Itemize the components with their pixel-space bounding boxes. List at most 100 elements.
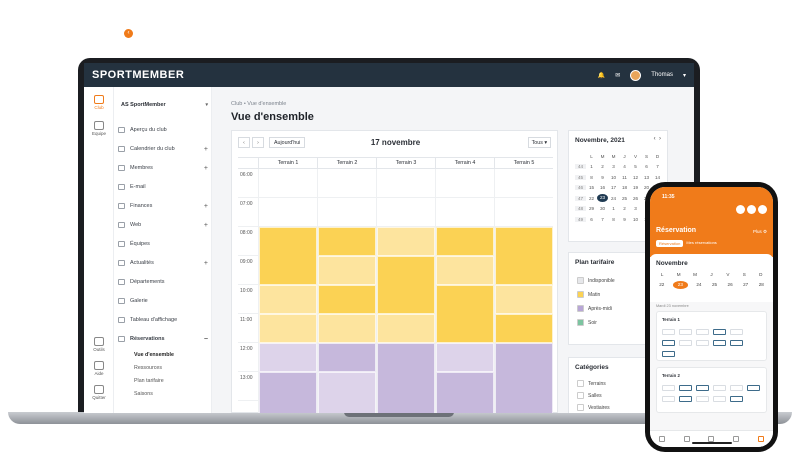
user-name[interactable]: Thomas <box>651 72 673 78</box>
chevron-down-icon[interactable]: ▾ <box>682 72 686 79</box>
day-cell[interactable]: 19 <box>632 185 639 191</box>
checkbox[interactable] <box>577 305 584 312</box>
sidebar-item-news[interactable]: Actualités + <box>118 257 208 269</box>
day-cell[interactable]: 12 <box>632 174 639 180</box>
day-cell[interactable]: 8 <box>590 174 593 180</box>
day-cell-selected[interactable]: 23 <box>672 281 689 289</box>
time-slot[interactable] <box>679 396 692 402</box>
menu-icon[interactable] <box>757 436 764 442</box>
plus-icon[interactable]: + <box>203 164 208 172</box>
time-slot[interactable] <box>662 340 675 346</box>
day-cell[interactable]: 22 <box>659 282 665 287</box>
time-slot[interactable] <box>679 340 692 346</box>
booking-slot[interactable] <box>377 227 435 256</box>
collapse-sidebar-button[interactable]: ‹ <box>124 29 133 38</box>
rail-item-help[interactable]: Aide <box>84 361 114 376</box>
category-item[interactable]: Terrains <box>577 380 606 387</box>
day-cell[interactable]: 27 <box>743 282 749 287</box>
court-filter-select[interactable]: Tous ▾ <box>527 137 551 148</box>
rail-item-tools[interactable]: Outils <box>84 337 114 352</box>
time-slot[interactable] <box>679 385 692 391</box>
rail-item-club[interactable]: Club <box>84 95 114 110</box>
day-cell[interactable]: 13 <box>643 174 650 180</box>
day-cell[interactable]: 9 <box>601 174 604 180</box>
day-cell[interactable]: 25 <box>621 195 628 201</box>
chat-icon[interactable] <box>733 436 740 442</box>
sidebar-sub-resources[interactable]: Ressources <box>134 365 162 371</box>
sidebar-item-overview[interactable]: Aperçu du club <box>118 124 208 136</box>
time-slot[interactable] <box>713 385 726 391</box>
phone-more-button[interactable]: Plus ⚙ <box>752 229 767 234</box>
home-icon[interactable] <box>659 436 666 442</box>
today-button[interactable]: Aujourd'hui <box>269 137 306 148</box>
team-icon[interactable] <box>708 436 715 442</box>
booking-slot[interactable] <box>377 343 435 413</box>
booking-slot[interactable] <box>259 343 317 372</box>
legend-item[interactable]: Soir <box>577 319 597 326</box>
checkbox[interactable] <box>577 277 584 284</box>
sidebar-item-email[interactable]: E-mail <box>118 181 208 193</box>
booking-slot[interactable] <box>318 314 376 343</box>
day-cell[interactable]: 22 <box>588 195 595 201</box>
plus-icon[interactable]: + <box>203 145 208 153</box>
time-slot[interactable] <box>747 385 760 391</box>
time-slot[interactable] <box>730 385 743 391</box>
booking-slot[interactable] <box>259 285 317 314</box>
booking-slot[interactable] <box>495 285 553 314</box>
day-cell[interactable]: 25 <box>711 282 718 287</box>
booking-slot[interactable] <box>436 343 494 372</box>
time-slot[interactable] <box>713 396 726 402</box>
tab-booking[interactable]: Réservation <box>656 240 684 247</box>
day-cell[interactable]: 7 <box>656 164 659 170</box>
day-cell[interactable]: 16 <box>599 185 606 191</box>
day-cell[interactable]: 14 <box>654 174 661 180</box>
sidebar-item-departments[interactable]: Départements <box>118 276 208 288</box>
day-cell-selected[interactable]: 23 <box>597 194 608 203</box>
booking-slot[interactable] <box>318 285 376 314</box>
booking-slot[interactable] <box>436 256 494 285</box>
day-cell[interactable]: 30 <box>599 206 606 212</box>
day-cell[interactable]: 18 <box>621 185 628 191</box>
booking-slot[interactable] <box>259 372 317 413</box>
booking-slot[interactable] <box>318 343 376 372</box>
plus-icon[interactable]: + <box>203 202 208 210</box>
booking-slot[interactable] <box>436 285 494 343</box>
time-slot[interactable] <box>730 340 743 346</box>
day-cell[interactable]: 5 <box>634 164 637 170</box>
time-slot[interactable] <box>662 329 675 335</box>
legend-item[interactable]: Après-midi <box>577 305 612 312</box>
time-slot[interactable] <box>713 329 726 335</box>
day-cell[interactable]: 10 <box>610 174 617 180</box>
sidebar-item-teams[interactable]: Équipes <box>118 238 208 250</box>
booking-slot[interactable] <box>495 314 553 343</box>
plus-icon[interactable]: + <box>203 259 208 267</box>
chevron-right-icon[interactable]: › <box>659 136 661 142</box>
team-icon[interactable] <box>736 205 745 214</box>
rail-item-team[interactable]: Equipe <box>84 121 114 136</box>
calendar-icon[interactable] <box>683 436 690 442</box>
sidebar-item-gallery[interactable]: Galerie <box>118 295 208 307</box>
time-slot[interactable] <box>730 396 743 402</box>
day-cell[interactable]: 4 <box>623 164 626 170</box>
checkbox[interactable] <box>577 380 584 387</box>
time-slot[interactable] <box>679 329 692 335</box>
booking-slot[interactable] <box>377 314 435 343</box>
day-cell[interactable]: 8 <box>612 216 615 222</box>
club-selector[interactable]: AS SportMember ▾ <box>121 102 208 108</box>
time-slot[interactable] <box>662 385 675 391</box>
day-cell[interactable]: 24 <box>696 282 702 287</box>
time-slot[interactable] <box>696 396 709 402</box>
checkbox[interactable] <box>577 392 584 399</box>
breadcrumb[interactable]: Club • Vue d'ensemble <box>231 101 287 107</box>
chevron-left-icon[interactable]: ‹ <box>653 136 656 142</box>
checkbox[interactable] <box>577 404 584 411</box>
minus-icon[interactable]: − <box>203 335 208 343</box>
day-cell[interactable]: 11 <box>622 174 627 180</box>
booking-slot[interactable] <box>495 227 553 285</box>
sidebar-item-board[interactable]: Tableau d'affichage <box>118 314 208 326</box>
day-cell[interactable]: 20 <box>643 185 650 191</box>
day-cell[interactable]: 9 <box>623 216 626 222</box>
booking-slot[interactable] <box>436 372 494 413</box>
mail-icon[interactable]: ✉ <box>615 72 621 79</box>
time-slot[interactable] <box>713 340 726 346</box>
